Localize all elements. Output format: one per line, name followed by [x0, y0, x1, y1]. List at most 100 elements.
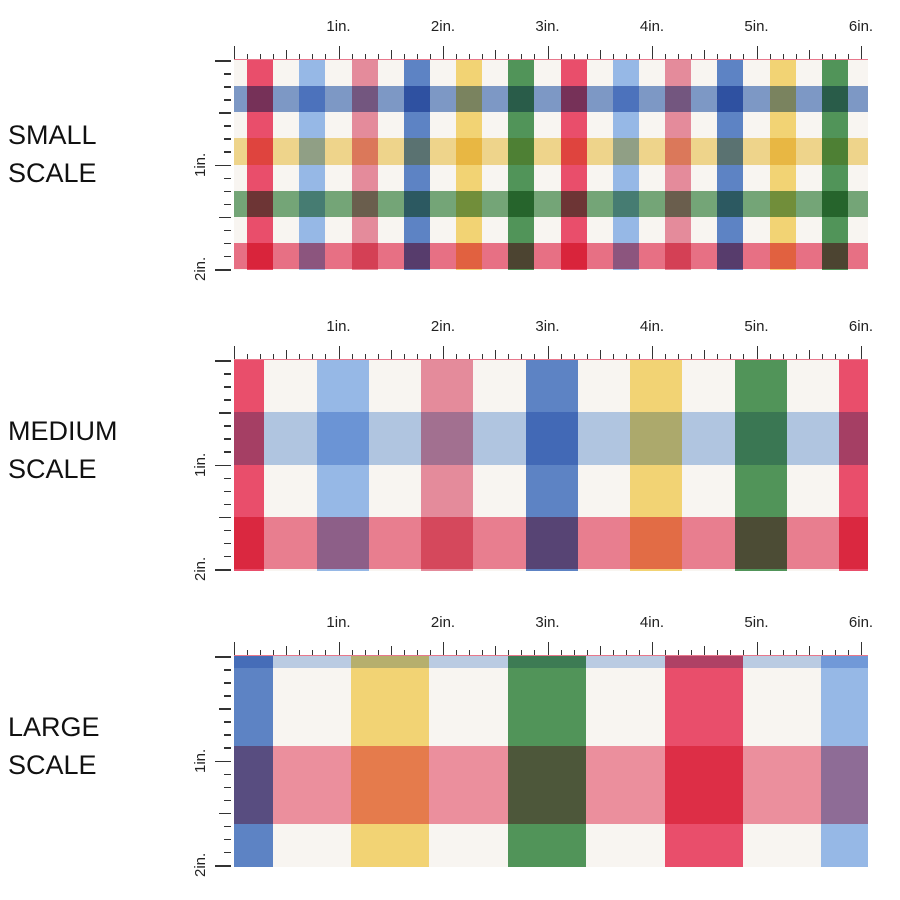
half-inch-tick [704, 646, 706, 655]
minor-tick [273, 54, 275, 59]
label-large: LARGE SCALE [8, 708, 100, 784]
inch-tick [215, 269, 231, 271]
half-inch-tick [219, 812, 231, 815]
minor-tick [429, 650, 431, 655]
inch-tick [756, 642, 758, 655]
minor-tick [638, 54, 640, 59]
ruler-label-5in: 5in. [744, 18, 769, 35]
label-medium: MEDIUM SCALE [8, 412, 118, 488]
vertical-ruler [212, 360, 234, 571]
ruler-label-4in: 4in. [639, 318, 665, 335]
minor-tick [224, 477, 231, 480]
half-inch-tick [808, 350, 810, 359]
minor-tick [730, 650, 732, 655]
ruler-label-5in: 5in. [744, 318, 769, 335]
minor-tick [351, 650, 353, 655]
half-inch-tick [599, 646, 601, 655]
minor-tick [782, 54, 784, 59]
inch-tick [547, 346, 549, 359]
minor-tick [224, 490, 231, 493]
gingham-panel-medium [234, 360, 868, 571]
inch-tick [443, 346, 444, 359]
inch-tick [861, 642, 862, 655]
inch-tick [338, 642, 340, 655]
inch-tick [234, 346, 235, 359]
minor-tick [312, 650, 314, 655]
half-inch-tick [495, 646, 497, 655]
minor-tick [821, 54, 823, 59]
minor-tick [416, 650, 418, 655]
minor-tick [821, 650, 823, 655]
minor-tick [456, 54, 458, 59]
vertical-ruler [212, 656, 234, 867]
minor-tick [325, 54, 327, 59]
label-small: SMALL SCALE [8, 116, 97, 192]
half-inch-tick [808, 646, 810, 655]
vertical-ruler-label-2in: 2in. [192, 852, 209, 877]
minor-tick [743, 54, 745, 59]
vertical-ruler-label-1in: 1in. [192, 452, 209, 477]
minor-tick [364, 650, 366, 655]
minor-tick [224, 799, 231, 802]
inch-tick [443, 642, 444, 655]
minor-tick [508, 650, 510, 655]
minor-tick [224, 695, 231, 697]
minor-tick [351, 54, 353, 59]
minor-tick [247, 650, 249, 655]
minor-tick [299, 354, 301, 359]
inch-tick [547, 642, 549, 655]
minor-tick [638, 354, 640, 359]
minor-tick [717, 650, 719, 655]
minor-tick [691, 354, 693, 359]
half-inch-tick [390, 646, 392, 655]
horizontal-band-green [234, 190, 868, 217]
minor-tick [416, 354, 418, 359]
half-inch-tick [286, 350, 288, 359]
minor-tick [364, 354, 366, 359]
minor-tick [821, 354, 823, 359]
half-inch-tick [219, 516, 231, 519]
minor-tick [224, 542, 231, 545]
ruler-label-1in: 1in. [326, 18, 351, 35]
label-small-line2: SCALE [8, 158, 97, 188]
minor-tick [573, 54, 575, 59]
minor-tick [560, 54, 562, 59]
minor-tick [224, 373, 231, 375]
inch-tick [861, 346, 862, 359]
inch-tick [215, 164, 231, 166]
minor-tick [573, 354, 575, 359]
inch-tick [215, 464, 231, 466]
minor-tick [325, 650, 327, 655]
horizontal-band-red [234, 516, 868, 569]
half-inch-tick [219, 112, 231, 114]
ruler-label-6in: 6in. [848, 318, 874, 335]
minor-tick [625, 354, 627, 359]
ruler-label-3in: 3in. [535, 318, 560, 335]
minor-tick [782, 650, 784, 655]
horizontal-ruler [234, 346, 868, 360]
minor-tick [224, 151, 231, 153]
minor-tick [364, 54, 366, 59]
minor-tick [795, 354, 797, 359]
minor-tick [730, 354, 732, 359]
inch-tick [215, 360, 231, 362]
minor-tick [247, 354, 249, 359]
minor-tick [521, 54, 523, 59]
minor-tick [482, 354, 484, 359]
minor-tick [224, 825, 231, 828]
minor-tick [743, 354, 745, 359]
minor-tick [224, 242, 231, 245]
minor-tick [612, 54, 614, 59]
half-inch-tick [704, 350, 706, 359]
minor-tick [224, 99, 231, 101]
inch-tick [215, 865, 231, 867]
minor-tick [224, 203, 231, 206]
vertical-ruler-label-1in: 1in. [192, 152, 209, 177]
horizontal-band-lightblue [234, 656, 868, 668]
minor-tick [586, 54, 588, 59]
minor-tick [224, 721, 231, 723]
ruler-label-2in: 2in. [430, 614, 456, 631]
minor-tick [678, 54, 680, 59]
minor-tick [260, 354, 262, 359]
minor-tick [429, 54, 431, 59]
